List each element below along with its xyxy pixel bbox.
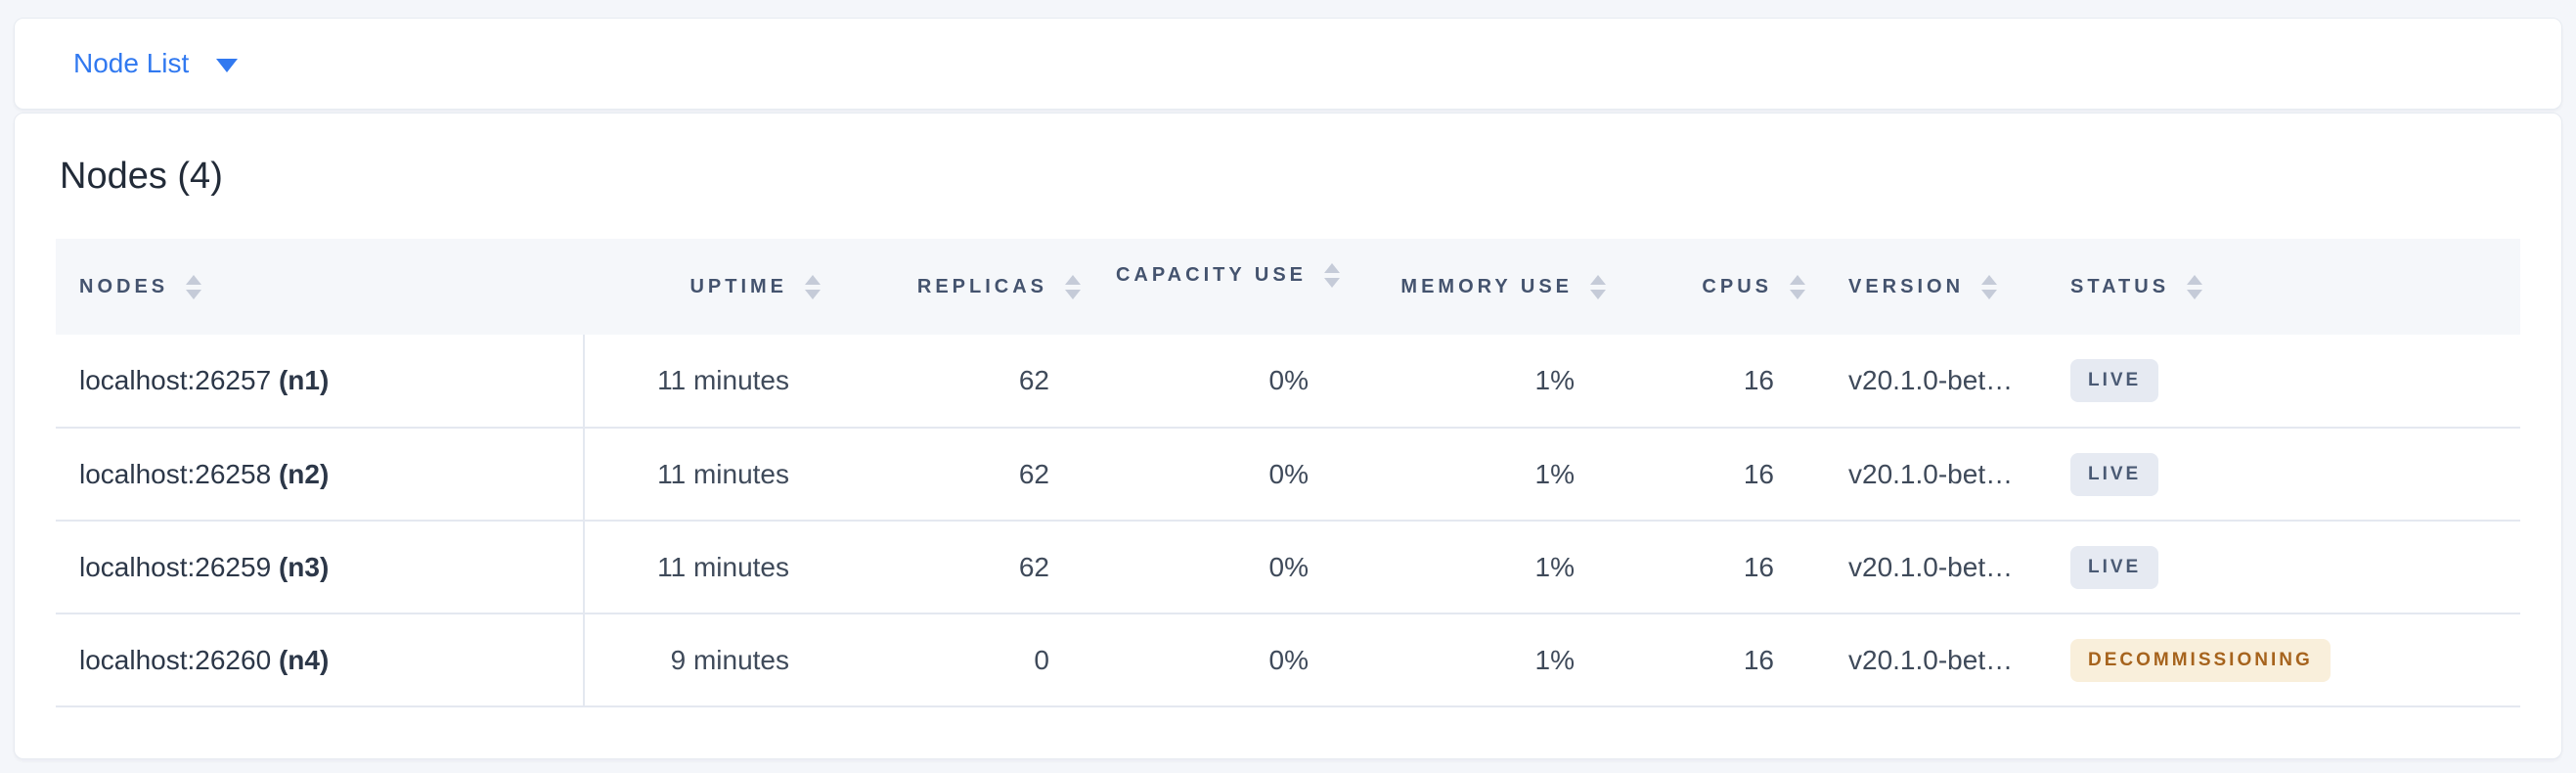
status-badge: LIVE: [2070, 545, 2159, 589]
node-address: localhost:26260: [79, 644, 279, 675]
cell-capacity_use: 0%: [1088, 521, 1348, 614]
cell-uptime: 11 minutes: [584, 521, 828, 614]
cell-memory_use: 1%: [1348, 521, 1614, 614]
node-id: (n3): [278, 551, 330, 582]
caret-down-icon: [216, 58, 239, 72]
cell-status: LIVE: [2044, 428, 2520, 522]
table-header-row: NODES UPTIME REPLICAS CAPACITY USE MEMORY US…: [56, 239, 2520, 335]
cell-memory_use: 1%: [1348, 335, 1614, 429]
cell-replicas: 62: [828, 428, 1088, 522]
table-row: localhost:26260 (n4) 9 minutes 0 0% 1% 16 v20.…: [56, 614, 2520, 707]
cell-cpus: 16: [1614, 614, 1813, 707]
cell-uptime: 9 minutes: [584, 614, 828, 707]
status-badge: DECOMMISSIONING: [2070, 638, 2331, 682]
view-selector-dropdown[interactable]: Node List: [73, 48, 239, 79]
cell-cpus: 16: [1614, 428, 1813, 522]
column-label-capacity_use: CAPACITY USE: [1115, 264, 1307, 286]
column-header-version[interactable]: VERSION: [1813, 239, 2044, 335]
node-address: localhost:26258: [79, 458, 279, 489]
cell-version: v20.1.0-bet…: [1813, 614, 2044, 707]
cell-replicas: 0: [828, 614, 1088, 707]
column-label-version: VERSION: [1848, 275, 1965, 297]
sort-icon: [186, 274, 202, 299]
sort-icon: [1324, 263, 1340, 288]
view-selector-label: Node List: [73, 48, 190, 78]
column-label-nodes: NODES: [79, 275, 169, 297]
nodes-panel: Nodes (4) NODES UPTIME REPLICAS CAPACITY US…: [14, 113, 2562, 759]
table-row: localhost:26259 (n3) 11 minutes 62 0% 1% 16 v2…: [56, 521, 2520, 614]
column-header-capacity_use[interactable]: CAPACITY USE: [1088, 239, 1348, 335]
sort-icon: [1590, 274, 1606, 299]
sort-icon: [1790, 274, 1805, 299]
column-label-memory_use: MEMORY USE: [1400, 275, 1573, 297]
cell-capacity_use: 0%: [1088, 428, 1348, 522]
node-id: (n2): [278, 458, 330, 489]
column-header-replicas[interactable]: REPLICAS: [828, 239, 1088, 335]
cell-memory_use: 1%: [1348, 428, 1614, 522]
column-label-status: STATUS: [2070, 275, 2170, 297]
cell-status: LIVE: [2044, 335, 2520, 429]
node-address: localhost:26259: [79, 551, 279, 582]
sort-icon: [1065, 274, 1081, 299]
node-address-cell[interactable]: localhost:26257 (n1): [56, 335, 585, 429]
cell-replicas: 62: [828, 521, 1088, 614]
column-label-replicas: REPLICAS: [916, 275, 1047, 297]
sort-icon: [805, 274, 821, 299]
cell-capacity_use: 0%: [1088, 335, 1348, 429]
table-row: localhost:26257 (n1) 11 minutes 62 0% 1% 16 v2…: [56, 335, 2520, 429]
status-badge: LIVE: [2070, 452, 2159, 496]
cell-version: v20.1.0-bet…: [1813, 521, 2044, 614]
cell-replicas: 62: [828, 335, 1088, 429]
column-header-status[interactable]: STATUS: [2044, 239, 2520, 335]
column-label-cpus: CPUS: [1702, 275, 1772, 297]
node-address: localhost:26257: [79, 365, 279, 395]
sort-icon: [1981, 274, 1998, 299]
cell-uptime: 11 minutes: [584, 428, 828, 522]
cell-version: v20.1.0-bet…: [1813, 335, 2044, 429]
cell-uptime: 11 minutes: [584, 335, 828, 429]
cell-cpus: 16: [1614, 335, 1813, 429]
node-address-cell[interactable]: localhost:26259 (n3): [56, 521, 585, 614]
node-address-cell[interactable]: localhost:26258 (n2): [56, 428, 585, 522]
column-header-memory_use[interactable]: MEMORY USE: [1348, 239, 1614, 335]
column-header-uptime[interactable]: UPTIME: [584, 239, 828, 335]
nodes-table: NODES UPTIME REPLICAS CAPACITY USE MEMORY US…: [56, 239, 2520, 707]
node-id: (n1): [278, 365, 330, 395]
view-selector-bar: Node List: [14, 18, 2562, 110]
cell-status: DECOMMISSIONING: [2044, 614, 2520, 707]
column-label-uptime: UPTIME: [689, 275, 787, 297]
panel-title: Nodes (4): [60, 156, 223, 197]
sort-icon: [2187, 274, 2203, 299]
cell-memory_use: 1%: [1348, 614, 1614, 707]
node-id: (n4): [278, 644, 330, 675]
column-header-nodes[interactable]: NODES: [56, 239, 584, 335]
cell-capacity_use: 0%: [1088, 614, 1348, 707]
cell-status: LIVE: [2044, 521, 2520, 614]
cell-version: v20.1.0-bet…: [1813, 428, 2044, 522]
column-header-cpus[interactable]: CPUS: [1614, 239, 1813, 335]
status-badge: LIVE: [2070, 359, 2159, 402]
table-row: localhost:26258 (n2) 11 minutes 62 0% 1% 16 v2…: [56, 428, 2520, 522]
cell-cpus: 16: [1614, 521, 1813, 614]
node-address-cell[interactable]: localhost:26260 (n4): [56, 614, 585, 707]
